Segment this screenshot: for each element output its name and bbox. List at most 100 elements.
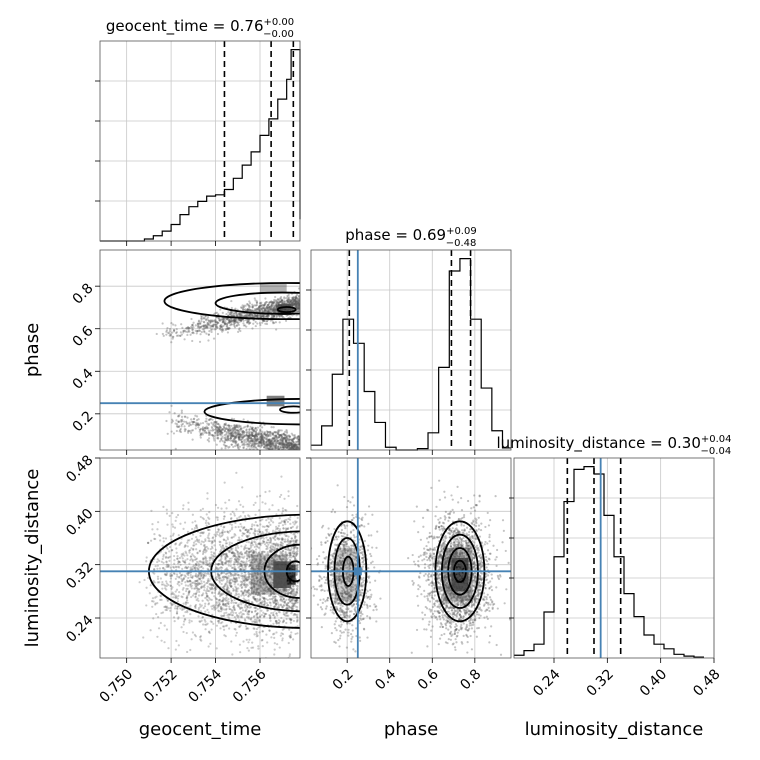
scatter-point <box>290 592 293 595</box>
scatter-point <box>194 414 197 417</box>
scatter-point <box>266 609 269 612</box>
scatter-point <box>191 429 195 432</box>
scatter-point <box>213 431 217 435</box>
scatter-point <box>233 514 236 517</box>
scatter-point <box>169 333 172 336</box>
scatter-point <box>285 555 288 558</box>
scatter-point <box>261 586 264 589</box>
scatter-point <box>238 436 241 439</box>
scatter-point <box>217 434 220 437</box>
scatter-point <box>262 540 266 543</box>
scatter-point <box>267 301 271 304</box>
scatter-point <box>261 304 264 307</box>
scatter-point <box>282 527 285 530</box>
scatter-point <box>290 547 293 550</box>
scatter-point <box>278 434 281 438</box>
scatter-point <box>259 561 262 564</box>
scatter-point <box>201 558 205 561</box>
scatter-point <box>208 418 211 422</box>
scatter-point <box>258 310 261 313</box>
scatter-point <box>253 591 256 594</box>
scatter-point <box>240 564 243 567</box>
scatter-point <box>245 599 248 602</box>
scatter-point <box>273 648 276 651</box>
scatter-point <box>247 553 251 556</box>
scatter-point <box>262 583 265 586</box>
scatter-point <box>213 422 216 425</box>
scatter-point <box>195 419 199 422</box>
scatter-point <box>156 581 159 584</box>
scatter-point <box>278 564 281 568</box>
scatter-point <box>292 455 294 457</box>
scatter-point <box>194 592 197 595</box>
scatter-point <box>180 573 183 577</box>
scatter-point <box>263 598 266 601</box>
scatter-point <box>288 606 291 609</box>
scatter-point <box>182 586 185 590</box>
scatter-point <box>164 605 167 609</box>
scatter-point <box>233 440 236 443</box>
scatter-point <box>282 308 286 312</box>
scatter-point <box>263 583 266 586</box>
scatter-point <box>230 436 233 439</box>
scatter-point <box>248 431 251 435</box>
scatter-point <box>267 442 271 445</box>
scatter-point <box>289 553 292 557</box>
scatter-point <box>175 429 178 433</box>
scatter-point <box>295 446 298 449</box>
scatter-point <box>285 429 288 432</box>
scatter-point <box>270 441 273 444</box>
scatter-point <box>198 577 201 580</box>
scatter-point <box>242 613 245 616</box>
scatter-point <box>246 320 249 323</box>
scatter-point <box>271 597 274 600</box>
scatter-point <box>220 566 224 569</box>
scatter-point <box>296 563 299 567</box>
scatter-point <box>256 313 259 317</box>
scatter-point <box>280 295 283 299</box>
scatter-point <box>161 611 165 614</box>
scatter-point <box>206 317 209 321</box>
scatter-point <box>250 582 253 585</box>
scatter-point <box>184 330 187 333</box>
scatter-point <box>221 531 224 534</box>
scatter-point <box>241 486 244 489</box>
scatter-point <box>273 446 277 449</box>
scatter-point <box>275 305 278 308</box>
scatter-point <box>171 418 174 421</box>
scatter-point <box>191 560 194 563</box>
scatter-point <box>292 564 296 567</box>
scatter-point <box>270 572 273 575</box>
scatter-point <box>254 610 257 613</box>
scatter-point <box>203 426 207 430</box>
scatter-point <box>292 446 295 449</box>
scatter-point <box>205 324 208 327</box>
scatter-point <box>254 433 258 436</box>
scatter-point <box>186 558 189 561</box>
scatter-point <box>212 551 216 554</box>
scatter-point <box>278 315 281 318</box>
scatter-point <box>279 543 282 546</box>
scatter-point <box>283 430 287 433</box>
scatter-point <box>263 303 266 306</box>
scatter-point <box>266 447 270 450</box>
scatter-point <box>156 635 159 638</box>
scatter-point <box>282 563 286 566</box>
scatter-point <box>241 315 244 318</box>
scatter-point <box>174 447 177 450</box>
scatter-point <box>223 321 226 325</box>
scatter-point <box>171 534 175 537</box>
scatter-point <box>222 578 225 581</box>
scatter-point <box>292 549 295 553</box>
scatter-point <box>284 585 287 588</box>
scatter-point <box>289 540 292 543</box>
scatter-point <box>252 552 256 555</box>
scatter-point <box>267 565 270 569</box>
scatter-point <box>257 616 260 619</box>
scatter-point <box>224 446 227 450</box>
scatter-point <box>256 572 260 575</box>
scatter-point <box>233 580 236 583</box>
scatter-point <box>233 608 236 611</box>
scatter-point <box>266 438 269 442</box>
scatter-point <box>292 448 295 450</box>
